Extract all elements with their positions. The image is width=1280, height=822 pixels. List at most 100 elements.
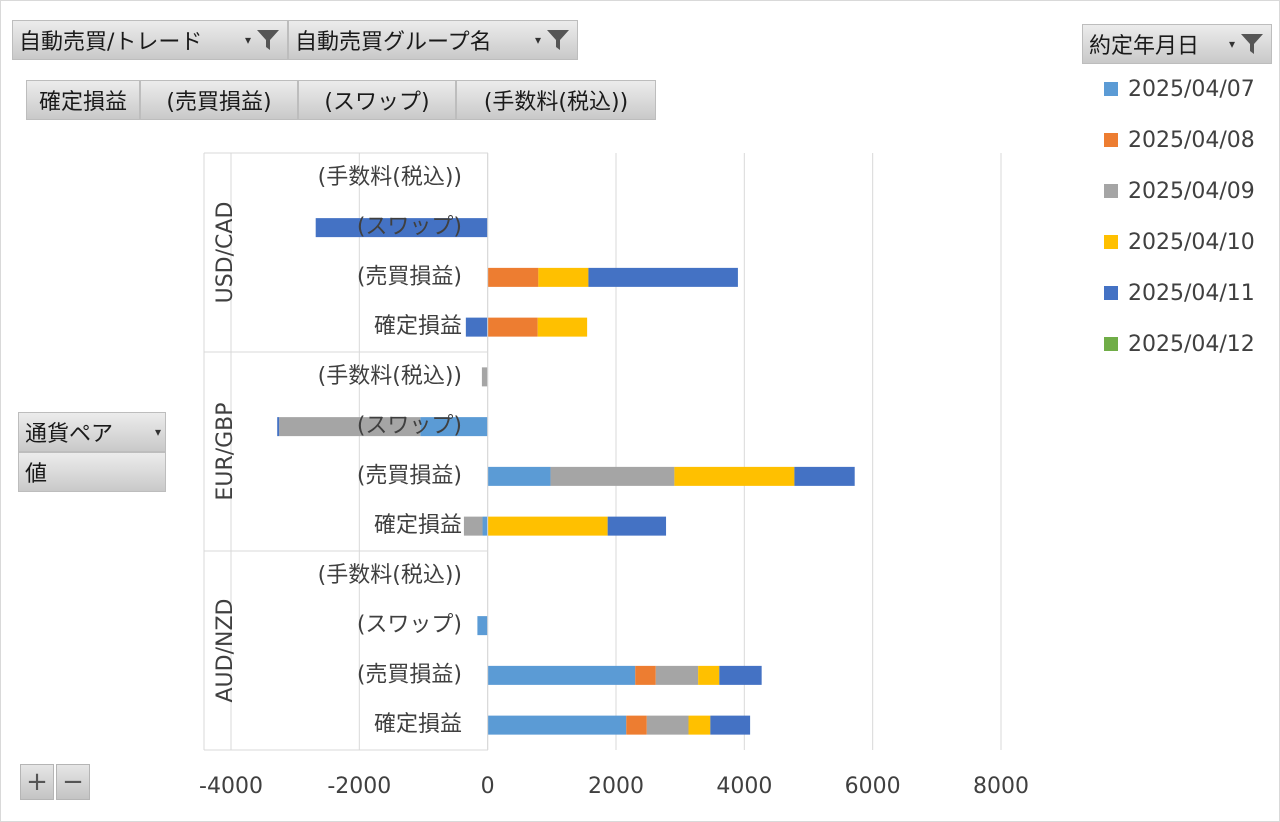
legend-swatch [1104, 133, 1118, 147]
x-tick-label: 4000 [716, 774, 772, 799]
value-button-label: (売買損益) [166, 90, 272, 115]
legend-swatch [1104, 235, 1118, 249]
category-label: (売買損益) [357, 463, 462, 488]
legend-item[interactable]: 2025/04/11 [1104, 278, 1255, 308]
filter-icon [257, 30, 279, 50]
x-tick-label: 0 [481, 774, 495, 799]
bar [538, 267, 589, 287]
bar [477, 616, 488, 636]
trade-filter-label: 自動売買/トレード [19, 30, 203, 55]
value-field-label: 値 [25, 462, 48, 487]
bar [487, 516, 608, 536]
bar [698, 665, 720, 685]
bar [710, 715, 751, 735]
value-button-realized[interactable]: 確定損益 [26, 80, 140, 120]
bar [794, 466, 855, 486]
legend-label: 2025/04/09 [1128, 178, 1255, 204]
value-button-swap[interactable]: (スワップ) [298, 80, 456, 120]
group-label: USD/CAD [213, 202, 238, 304]
filter-icon [547, 30, 569, 50]
value-button-label: (スワップ) [324, 90, 430, 115]
category-label: (スワップ) [357, 613, 462, 638]
legend-item[interactable]: 2025/04/09 [1104, 176, 1255, 206]
date-filter-button[interactable]: 約定年月日 ▾ [1082, 24, 1272, 64]
bar [487, 267, 539, 287]
bar [277, 417, 280, 437]
legend-item[interactable]: 2025/04/10 [1104, 227, 1255, 257]
value-button-label: (手数料(税込)) [483, 90, 629, 115]
legend-label: 2025/04/07 [1128, 76, 1255, 102]
x-tick-label: 6000 [845, 774, 901, 799]
collapse-button[interactable]: − [56, 764, 90, 800]
bar [463, 516, 483, 536]
bar [465, 317, 488, 337]
chevron-down-icon: ▾ [534, 33, 541, 47]
category-label: 確定損益 [374, 712, 462, 737]
pair-field-label: 通貨ペア [25, 422, 114, 447]
bar [550, 466, 675, 486]
chevron-down-icon: ▾ [244, 33, 251, 47]
legend-item[interactable]: 2025/04/08 [1104, 125, 1255, 155]
bar [588, 267, 738, 287]
legend-label: 2025/04/11 [1128, 280, 1255, 306]
expand-button[interactable]: + [20, 764, 54, 800]
legend-label: 2025/04/12 [1128, 331, 1255, 357]
legend-swatch [1104, 184, 1118, 198]
category-label: (スワップ) [357, 215, 462, 240]
chevron-down-icon: ▾ [1228, 37, 1235, 51]
bar [487, 665, 636, 685]
value-button-label: 確定損益 [38, 90, 127, 115]
category-label: 確定損益 [374, 314, 462, 339]
x-tick-label: 8000 [973, 774, 1029, 799]
bar [674, 466, 795, 486]
bar [635, 665, 656, 685]
filter-icon [1241, 34, 1263, 54]
bar [315, 218, 488, 238]
category-label: (手数料(税込)) [318, 364, 462, 389]
plus-icon: + [26, 767, 48, 797]
value-field-button[interactable]: 値 [18, 452, 166, 492]
date-filter-label: 約定年月日 [1089, 34, 1200, 59]
bar [719, 665, 762, 685]
minus-icon: − [62, 767, 84, 797]
bar [420, 417, 488, 437]
bar [487, 715, 627, 735]
bar [487, 317, 538, 337]
category-label: (手数料(税込)) [318, 563, 462, 588]
bar [481, 367, 488, 387]
legend-swatch [1104, 286, 1118, 300]
group-label: EUR/GBP [213, 402, 238, 500]
x-tick-label: 2000 [588, 774, 644, 799]
category-label: (売買損益) [357, 264, 462, 289]
x-tick-label: -4000 [199, 774, 263, 799]
bar [688, 715, 711, 735]
legend-label: 2025/04/08 [1128, 127, 1255, 153]
legend-item[interactable]: 2025/04/07 [1104, 74, 1255, 104]
bar [626, 715, 647, 735]
pair-field-button[interactable]: 通貨ペア ▾ [18, 412, 166, 452]
category-label: (手数料(税込)) [318, 165, 462, 190]
legend-swatch [1104, 337, 1118, 351]
bar [279, 417, 421, 437]
group-label: AUD/NZD [213, 599, 238, 703]
bar [482, 516, 488, 536]
value-button-fee[interactable]: (手数料(税込)) [456, 80, 656, 120]
trade-filter-button[interactable]: 自動売買/トレード ▾ [12, 20, 288, 60]
category-label: (売買損益) [357, 662, 462, 687]
category-label: 確定損益 [374, 513, 462, 538]
chevron-down-icon: ▾ [154, 425, 161, 439]
bar [655, 665, 699, 685]
category-label: (スワップ) [357, 414, 462, 439]
group-filter-button[interactable]: 自動売買グループ名 ▾ [288, 20, 578, 60]
x-tick-label: -2000 [327, 774, 391, 799]
legend-swatch [1104, 82, 1118, 96]
group-filter-label: 自動売買グループ名 [295, 30, 492, 55]
value-button-trade-pl[interactable]: (売買損益) [140, 80, 298, 120]
bar [646, 715, 689, 735]
legend-label: 2025/04/10 [1128, 229, 1255, 255]
legend-item[interactable]: 2025/04/12 [1104, 329, 1255, 359]
bar [537, 317, 588, 337]
bar [487, 466, 551, 486]
bar [607, 516, 667, 536]
